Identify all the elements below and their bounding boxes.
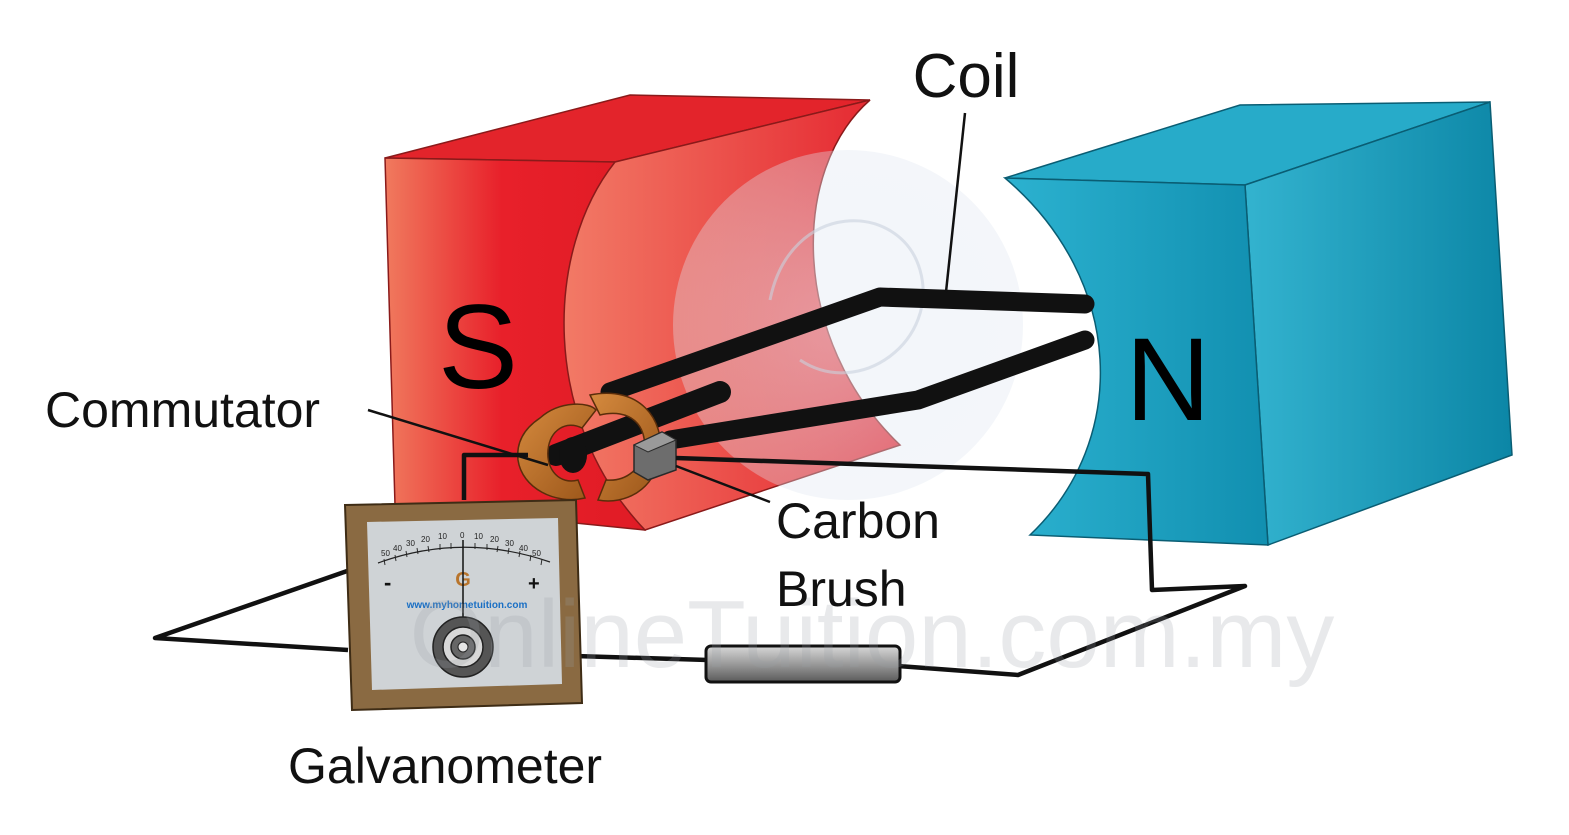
carbon-brush-label-line2: Brush: [776, 561, 907, 617]
scale-left-30: 30: [406, 539, 415, 548]
commutator-label: Commutator: [45, 382, 320, 438]
leader-lines: [367, 112, 967, 504]
wire-commutator-to-meter: [461, 452, 528, 500]
carbon-brush-label-line1: Carbon: [776, 493, 940, 549]
scale-left-10: 10: [438, 532, 447, 541]
scale-right-20: 20: [490, 535, 499, 544]
watermark-logo: [673, 150, 1023, 500]
coil-upper-loop: [600, 287, 1095, 402]
north-pole-label: N: [1125, 314, 1210, 446]
galvanometer-face: [367, 518, 562, 690]
galvanometer-label: Galvanometer: [288, 738, 602, 794]
circuit-wires: [152, 452, 1248, 678]
scale-right-50: 50: [532, 549, 541, 558]
wire-left-loop: [152, 567, 351, 653]
galvanometer-minus-sign: -: [384, 570, 391, 595]
scale-left-20: 20: [421, 535, 430, 544]
galvanometer-plus-sign: +: [528, 573, 540, 595]
watermark-text: OnlineTuition.com.my: [410, 581, 1335, 688]
carbon-brush: [632, 431, 678, 481]
south-pole-label: S: [438, 280, 518, 414]
resistor: [704, 644, 902, 684]
scale-right-40: 40: [519, 544, 528, 553]
coil-leader-line: [944, 112, 967, 293]
scale-left-50: 50: [381, 549, 390, 558]
coil-label: Coil: [913, 42, 1020, 111]
scale-center-0: 0: [460, 531, 465, 540]
north-magnet-curved-pole-face: [1002, 177, 1269, 546]
scale-right-30: 30: [505, 539, 514, 548]
galvanometer: 50 40 30 20 10 0 10 20 30 40 50 - + G ww…: [343, 498, 584, 712]
commutator-leader-line: [367, 408, 549, 467]
commutator-front-half-left: [517, 403, 597, 501]
north-magnet: N: [1002, 100, 1513, 547]
galvanometer-dial-icon: [432, 616, 494, 678]
wire-brush-to-right: [675, 455, 1248, 678]
resistor-icon: [704, 644, 902, 684]
galvanometer-url: www.myhometuition.com: [406, 600, 528, 611]
scale-left-40: 40: [393, 544, 402, 553]
wire-resistor-to-meter: [574, 653, 709, 663]
coil-lower-loop: [660, 330, 1095, 450]
carbon-brush-leader-line: [675, 464, 771, 504]
scale-right-10: 10: [474, 532, 483, 541]
